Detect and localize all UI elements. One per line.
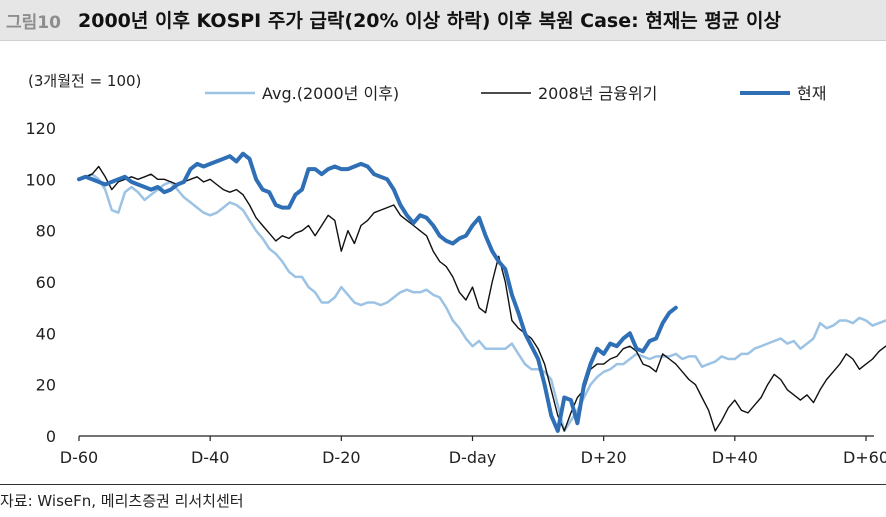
source-note: 자료: WiseFn, 메리츠증권 리서치센터 — [0, 492, 244, 510]
series-line-1 — [77, 172, 886, 433]
legend-label-3: 현재 — [797, 84, 826, 103]
x-tick-label: D-day — [449, 448, 497, 467]
x-tick-label: D+60 — [843, 448, 886, 467]
series-line-2 — [78, 165, 886, 432]
x-tick-label: D-40 — [191, 448, 229, 467]
chart-title: 2000년 이후 KOSPI 주가 급락(20% 이상 하락) 이후 복원 Ca… — [78, 10, 781, 32]
x-tick-label: D+40 — [712, 448, 758, 467]
legend-label-2: 2008년 금융위기 — [538, 84, 657, 103]
x-tick-label: D+20 — [581, 448, 627, 467]
x-tick-label: D-20 — [322, 448, 360, 467]
y-tick-label: 20 — [36, 376, 56, 395]
legend-label-1: Avg.(2000년 이후) — [262, 84, 399, 103]
y-tick-label: 0 — [46, 427, 56, 446]
y-tick-label: 120 — [25, 119, 56, 138]
series-line-3 — [77, 151, 678, 433]
y-tick-label: 80 — [36, 222, 56, 241]
figure-number: 그림10 — [6, 13, 61, 33]
line-chart: (3개월전 = 100) 0 20 40 60 80 100 120 D-60 D-40 D-20 D… — [25, 72, 886, 467]
unit-note: (3개월전 = 100) — [28, 72, 141, 90]
x-tick-label: D-60 — [60, 448, 98, 467]
source-divider — [0, 484, 886, 485]
y-tick-label: 60 — [36, 273, 56, 292]
y-tick-label: 40 — [36, 324, 56, 343]
y-tick-label: 100 — [25, 170, 56, 189]
title-bar: 그림10 2000년 이후 KOSPI 주가 급락(20% 이상 하락) 이후 … — [0, 0, 886, 41]
